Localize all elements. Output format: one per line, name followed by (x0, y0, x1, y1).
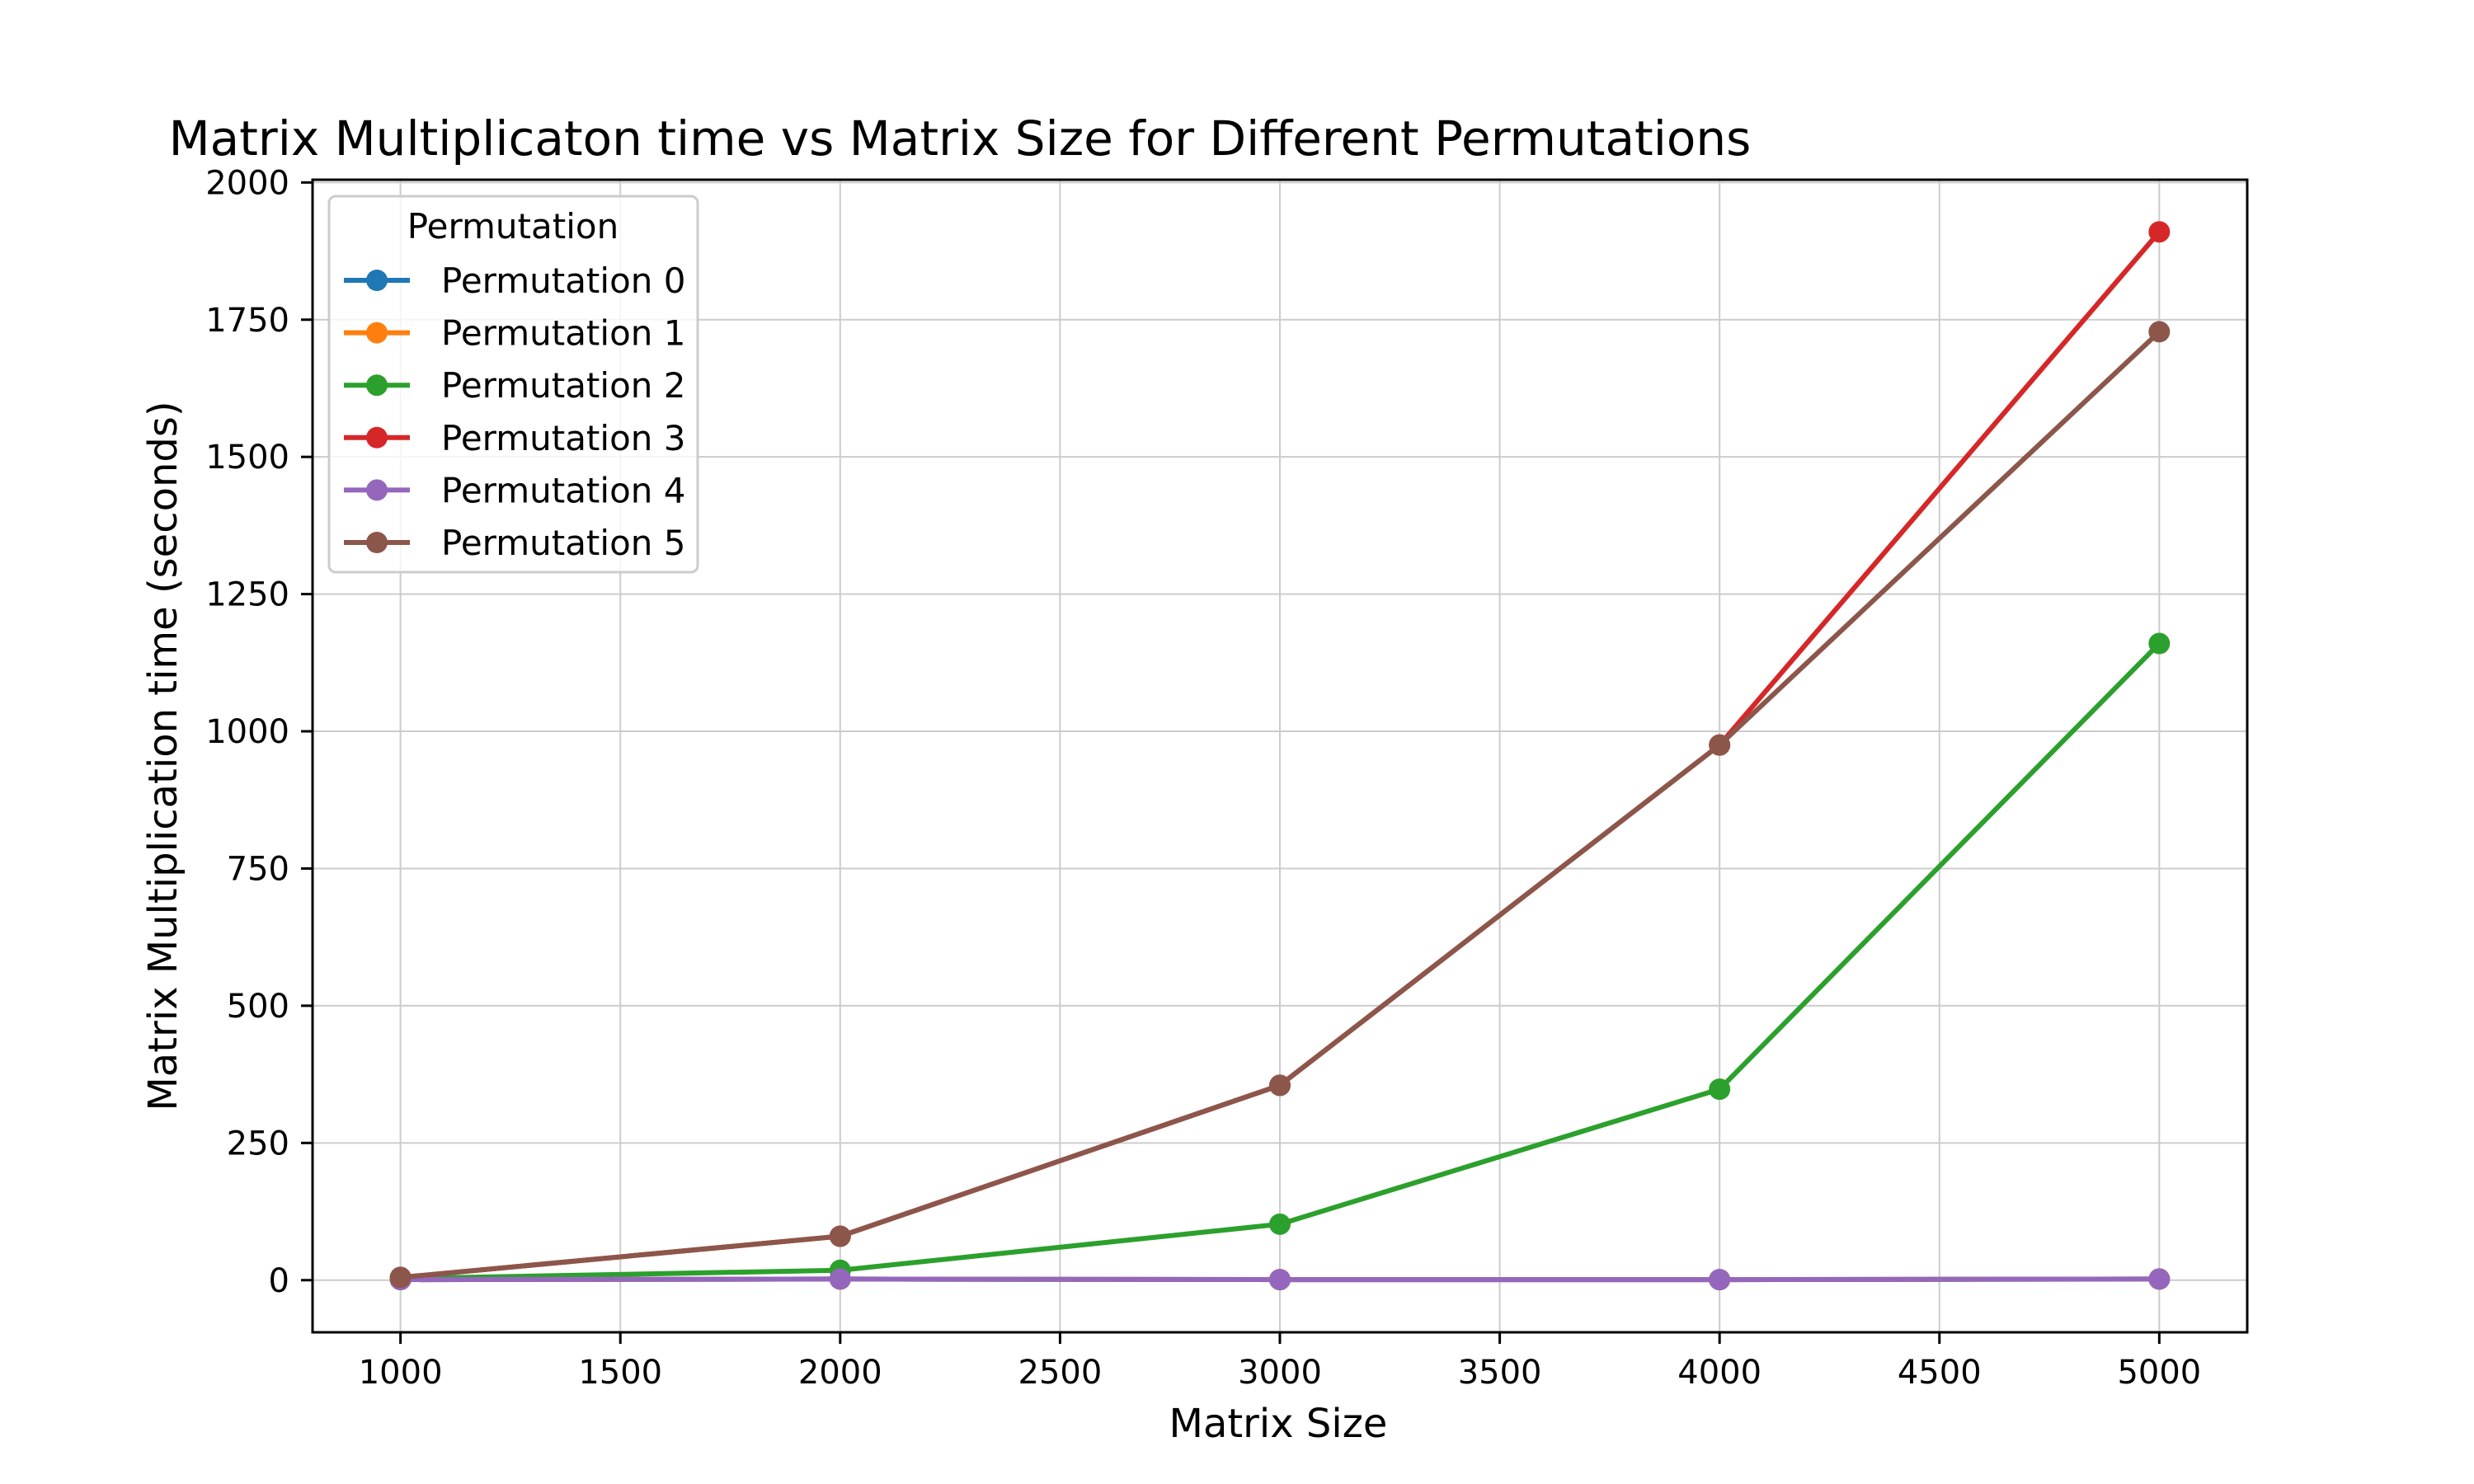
legend-items: Permutation 0 Permutation 1 Permutation 2 P… (344, 261, 685, 563)
legend-item: Permutation 4 (344, 470, 685, 510)
y-tick-label: 750 (227, 850, 289, 888)
legend-label: Permutation 2 (441, 365, 685, 406)
legend-marker (366, 479, 388, 501)
data-point (1709, 1078, 1731, 1101)
legend-label: Permutation 4 (441, 470, 685, 510)
legend-item: Permutation 0 (344, 261, 685, 301)
data-point (2148, 321, 2171, 343)
series-group (389, 221, 2171, 1291)
legend-label: Permutation 0 (441, 261, 685, 301)
x-tick-label: 4000 (1677, 1354, 1761, 1392)
series-5 (389, 321, 2171, 1289)
x-tick-label: 2500 (1018, 1354, 1103, 1392)
data-point (829, 1225, 851, 1247)
legend-item: Permutation 2 (344, 365, 685, 406)
data-point (1269, 1269, 1291, 1291)
y-axis-label: Matrix Multiplication time (seconds) (140, 401, 186, 1111)
y-tick-label: 250 (227, 1125, 289, 1162)
legend-box (327, 195, 699, 574)
x-tick-label: 3500 (1458, 1354, 1542, 1392)
data-point (2148, 221, 2171, 243)
x-tick-label: 2000 (798, 1354, 882, 1392)
y-tick-label: 1500 (205, 439, 289, 477)
legend-label: Permutation 1 (441, 313, 685, 354)
x-tick-label: 5000 (2117, 1354, 2201, 1392)
legend-marker (366, 532, 388, 553)
data-point (2148, 632, 2171, 655)
data-point (1709, 734, 1731, 756)
legend-marker (366, 270, 388, 291)
y-tick-label: 500 (227, 988, 289, 1026)
legend-marker (366, 426, 388, 448)
data-point (1269, 1213, 1291, 1235)
y-tick-label: 1750 (205, 302, 289, 340)
y-tick-label: 0 (269, 1262, 289, 1300)
x-tick-label: 1000 (359, 1354, 443, 1392)
data-point (1269, 1074, 1291, 1097)
legend-label: Permutation 3 (441, 418, 685, 458)
x-tick-label: 1500 (578, 1354, 662, 1392)
y-tick-label: 2000 (205, 164, 289, 202)
legend-marker (366, 322, 388, 344)
chart-title: Matrix Multiplicaton time vs Matrix Size… (169, 110, 1752, 167)
legend-item: Permutation 5 (344, 523, 685, 563)
x-tick-label: 4500 (1898, 1354, 1982, 1392)
data-point (389, 1266, 412, 1289)
legend-title: Permutation (407, 206, 618, 247)
legend-item: Permutation 1 (344, 313, 685, 354)
data-point (2148, 1268, 2171, 1290)
legend-item: Permutation 3 (344, 418, 685, 458)
legend-label: Permutation 5 (441, 523, 685, 563)
y-tick-label: 1000 (205, 713, 289, 751)
data-point (1709, 1269, 1731, 1291)
axis-ticks: 1000 1500 2000 2500 3000 3500 4000 4500 5000 0 250… (205, 164, 2201, 1392)
data-point (829, 1268, 851, 1290)
x-tick-label: 3000 (1238, 1354, 1322, 1392)
y-tick-label: 1250 (205, 576, 289, 614)
legend-marker (366, 374, 388, 397)
x-axis-label: Matrix Size (1169, 1401, 1388, 1447)
